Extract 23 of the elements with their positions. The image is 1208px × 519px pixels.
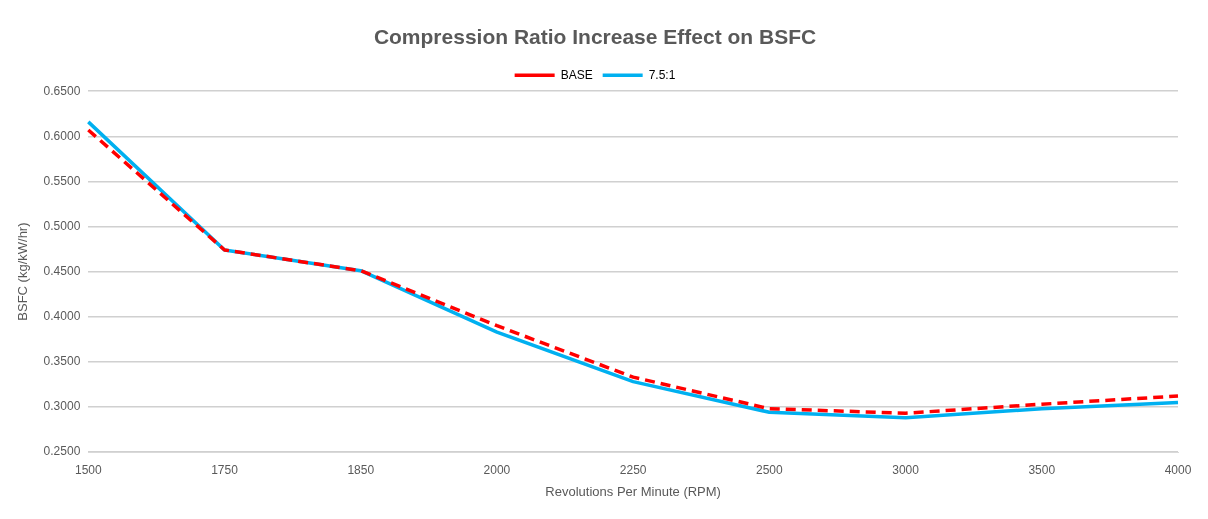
x-axis-title: Revolutions Per Minute (RPM) xyxy=(545,483,721,499)
legend-label: 7.5:1 xyxy=(648,67,676,82)
chart-title: Compression Ratio Increase Effect on BSFC xyxy=(373,25,817,49)
y-tick-label: 0.6000 xyxy=(43,128,81,143)
y-tick-label: 0.3500 xyxy=(43,354,81,369)
y-tick-label: 0.3000 xyxy=(43,399,81,414)
y-tick-label: 0.5500 xyxy=(43,173,81,188)
x-tick-label: 1750 xyxy=(211,462,239,477)
x-tick-label: 3500 xyxy=(1028,462,1056,477)
x-tick-label: 2000 xyxy=(483,462,511,477)
y-tick-label: 0.2500 xyxy=(43,444,81,459)
y-tick-label: 0.4500 xyxy=(43,263,81,278)
x-tick-label: 4000 xyxy=(1164,462,1192,477)
y-axis-title: BSFC (kg/kW/hr) xyxy=(15,222,31,321)
x-tick-label: 1500 xyxy=(74,462,102,477)
x-tick-label: 2250 xyxy=(619,462,647,477)
y-tick-label: 0.6500 xyxy=(43,83,81,98)
y-tick-label: 0.5000 xyxy=(43,218,81,233)
y-tick-label: 0.4000 xyxy=(43,309,81,324)
x-tick-label: 2500 xyxy=(756,462,784,477)
legend-label: BASE xyxy=(560,67,593,82)
x-tick-label: 1850 xyxy=(347,462,375,477)
x-tick-label: 3000 xyxy=(892,462,920,477)
